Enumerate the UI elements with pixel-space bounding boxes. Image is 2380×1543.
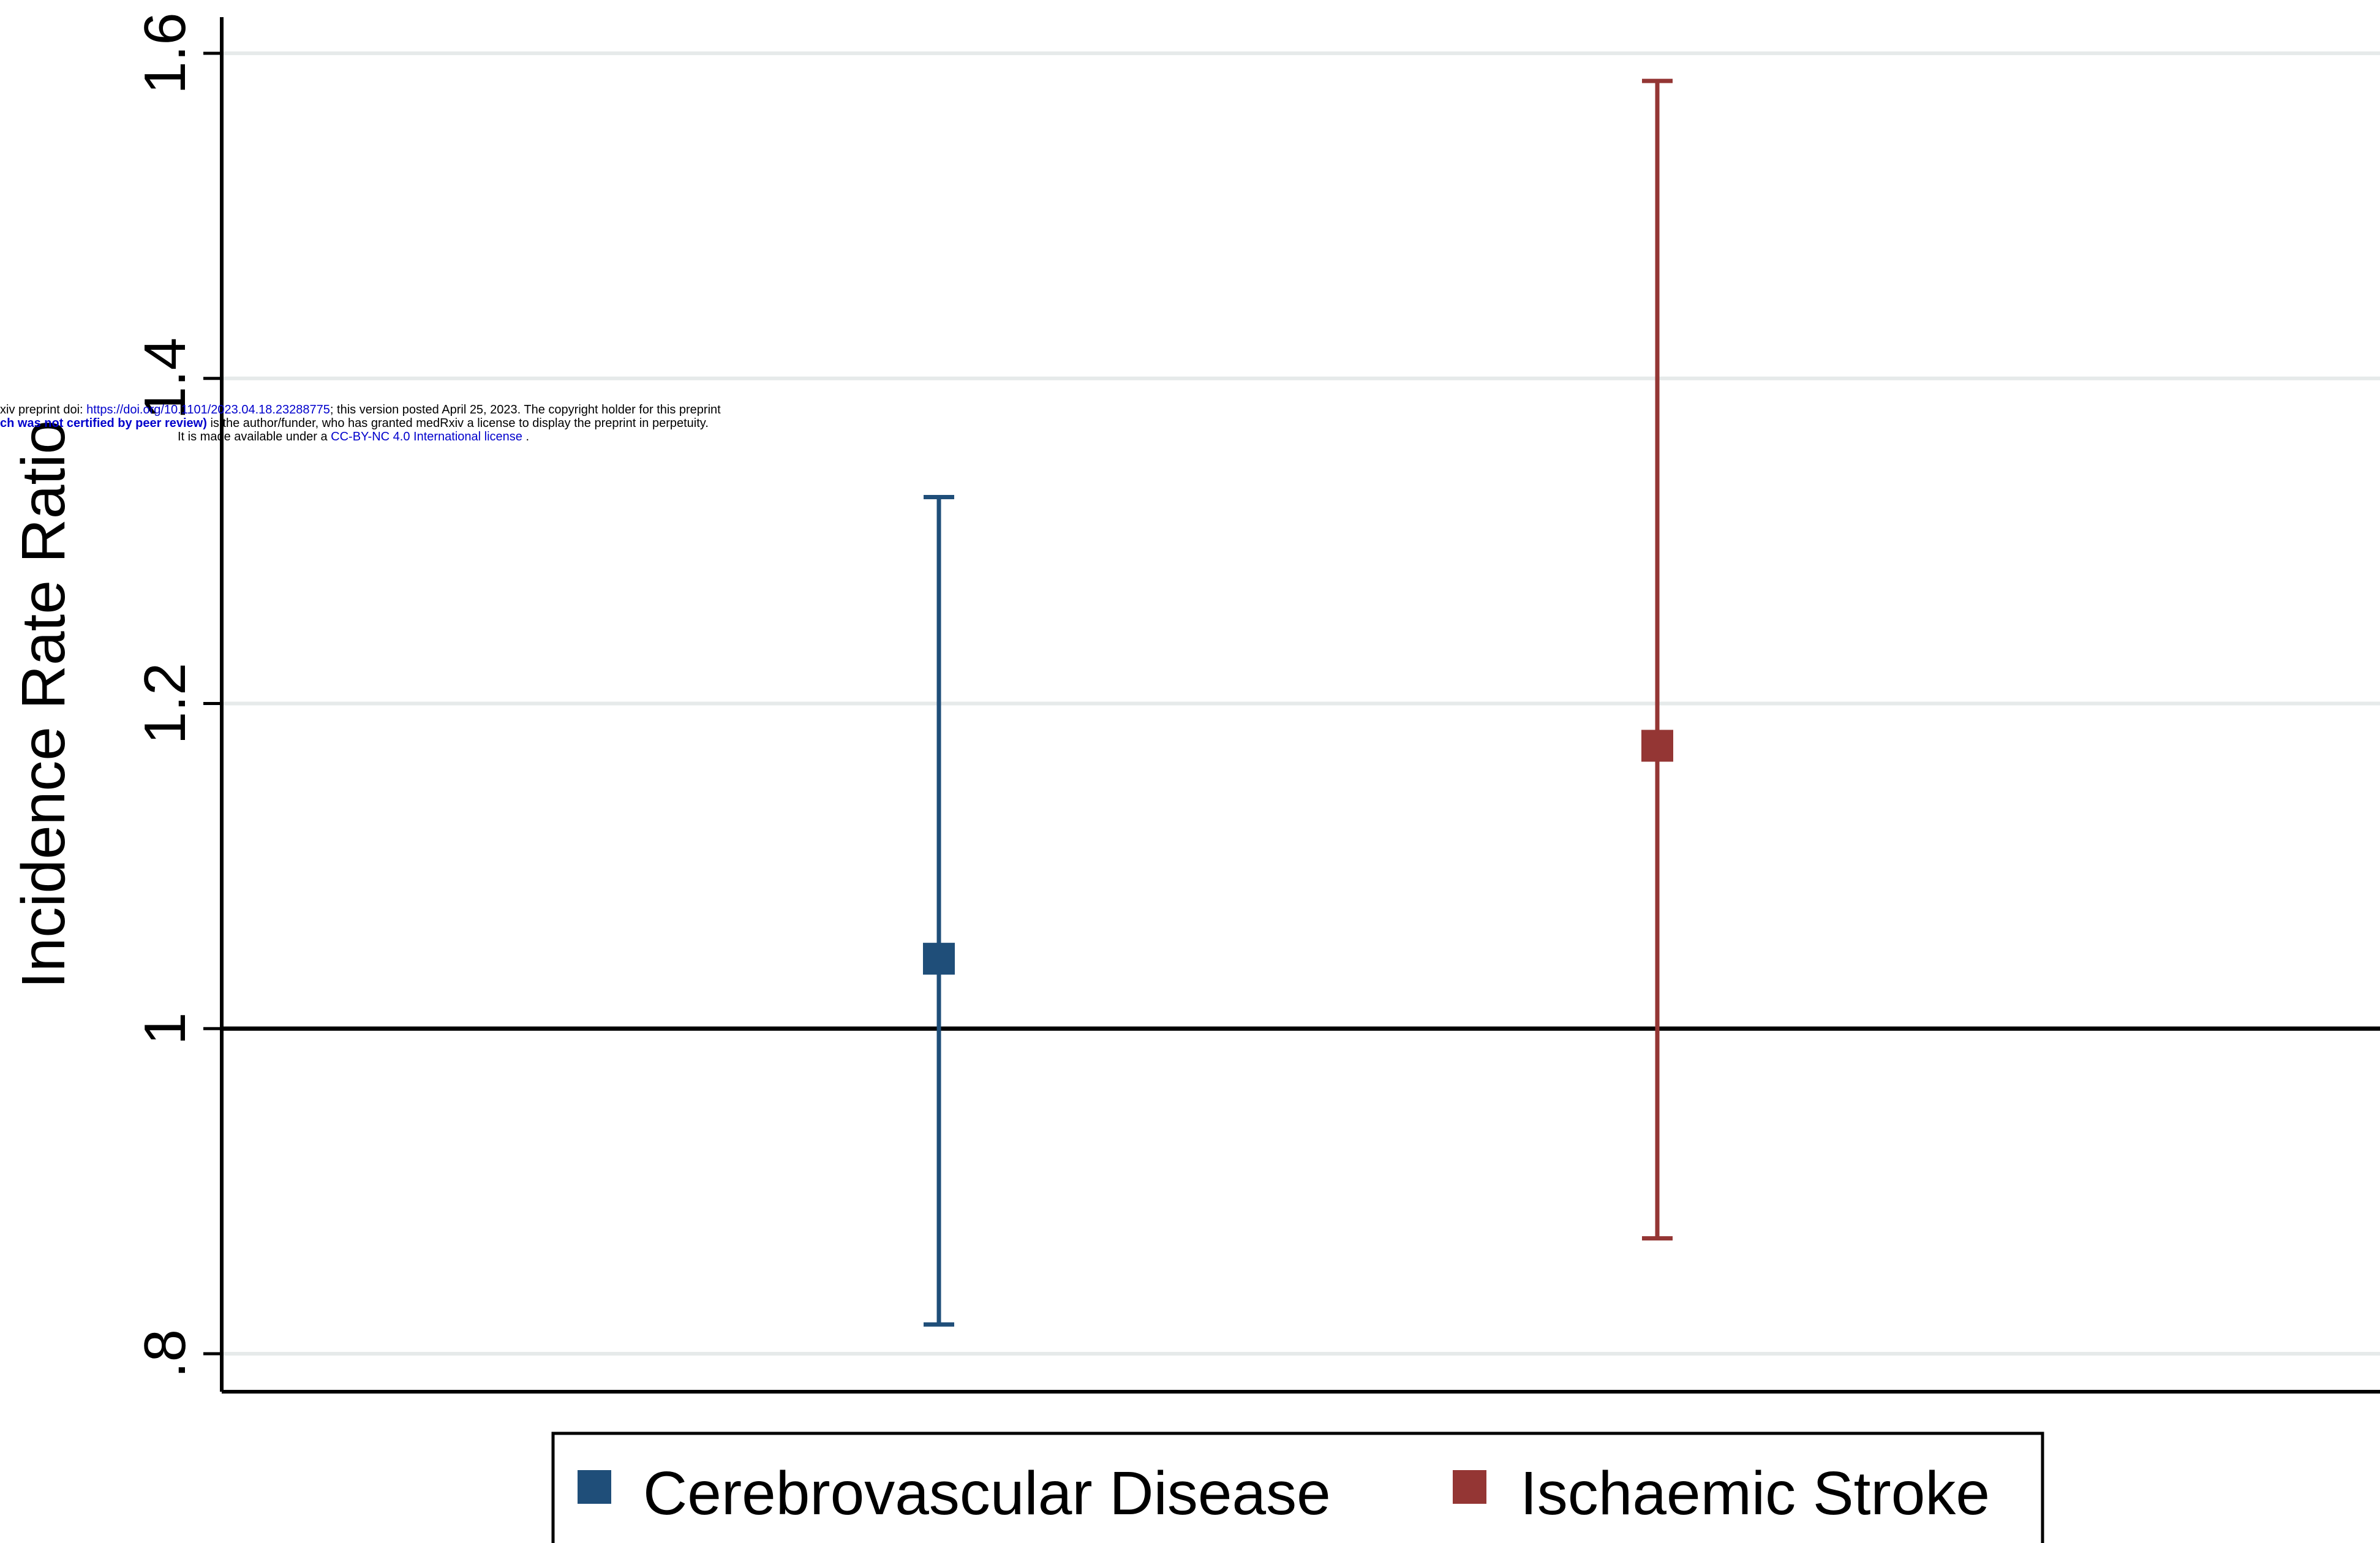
legend-swatch-ischaemic (1453, 1470, 1486, 1504)
watermark-text: is the author/funder, who has granted me… (206, 417, 709, 430)
watermark-line-3: It is made available under a CC-BY-NC 4.… (0, 430, 721, 443)
gridlines (222, 51, 2380, 1356)
series-group (923, 78, 1673, 1327)
y-tick-label: .8 (132, 1329, 198, 1378)
y-axis-title: Incidence Rate Ratio (9, 420, 78, 989)
watermark-line-2: ch was not certified by peer review) is … (0, 417, 721, 430)
preprint-watermark: xiv preprint doi: https://doi.org/10.110… (0, 403, 721, 443)
watermark-text: ; this version posted April 25, 2023. Th… (330, 403, 721, 417)
doi-link[interactable]: https://doi.org/10.1101/2023.04.18.23288… (86, 403, 330, 417)
y-tick-label: 1.4 (132, 338, 198, 419)
legend-label-cerebrovascular: Cerebrovascular Disease (643, 1459, 1331, 1528)
peer-review-note: ch was not certified by peer review) (0, 417, 207, 430)
point-estimate-marker (1641, 730, 1673, 762)
legend-swatch-cerebrovascular (578, 1470, 611, 1504)
series-1 (1641, 78, 1673, 1241)
legend-box (551, 1432, 2044, 1543)
legend-label-ischaemic: Ischaemic Stroke (1520, 1459, 1990, 1528)
point-estimate-marker (923, 943, 955, 975)
license-link[interactable]: CC-BY-NC 4.0 International license (331, 430, 522, 443)
watermark-line-1: xiv preprint doi: https://doi.org/10.110… (0, 403, 721, 417)
series-0 (923, 494, 955, 1327)
y-tick-label: 1.2 (132, 663, 198, 744)
y-tick-label: 1 (132, 1013, 198, 1045)
watermark-text: . (522, 430, 530, 443)
legend: Cerebrovascular Disease Ischaemic Stroke (551, 1432, 2044, 1543)
y-ticks: .8 1 1.2 1.4 1.6 (132, 12, 222, 1378)
watermark-text: xiv preprint doi: (0, 403, 87, 417)
y-tick-label: 1.6 (132, 12, 198, 94)
watermark-text: It is made available under a (178, 430, 331, 443)
